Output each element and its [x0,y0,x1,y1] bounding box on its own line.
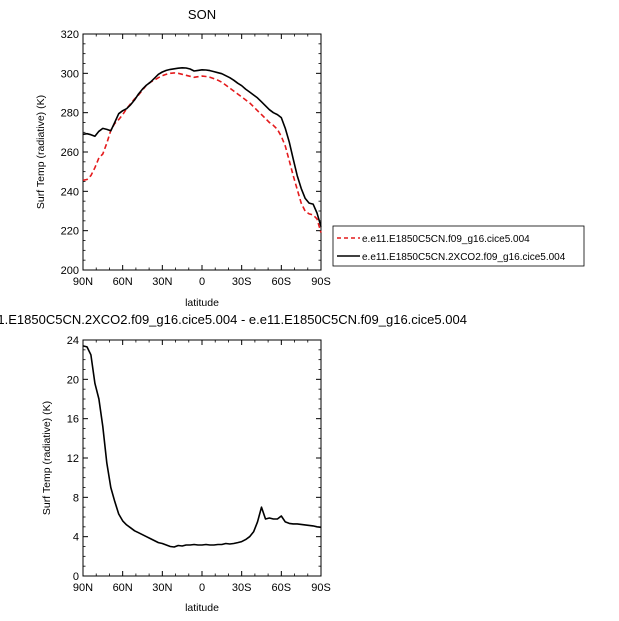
top-y-tick-label: 300 [61,68,79,80]
top-y-tick-label: 240 [61,186,79,198]
bottom-x-tick-label: 90N [73,582,93,594]
bottom-y-axis-label: Surf Temp (radiative) (K) [41,401,53,515]
legend: e.e11.E1850C5CN.f09_g16.cice5.004 e.e11.… [332,225,585,267]
bottom-series-lines [82,345,322,548]
top-y-tick-label: 220 [61,226,79,238]
top-y-axis-label: Surf Temp (radiative) (K) [35,95,47,209]
bottom-y-tick-label: 24 [67,335,79,347]
top-x-tick-label: 60N [113,276,133,288]
bottom-panel: e.e11.E1850C5CN.2XCO2.f09_g16.cice5.004 … [0,312,467,614]
bottom-x-axis-label: latitude [185,602,219,614]
legend-entry-2xco2: e.e11.E1850C5CN.2XCO2.f09_g16.cice5.004 [362,252,566,263]
top-y-tick-labels: 200 220 240 260 280 300 320 [61,29,79,277]
bottom-chart-title: e.e11.E1850C5CN.2XCO2.f09_g16.cice5.004 … [0,312,467,327]
bottom-y-tick-labels: 0 4 8 12 16 20 24 [67,335,79,583]
bottom-x-tick-labels: 90N 60N 30N 0 30S 60S 90S [73,582,331,594]
bottom-y-tick-label: 16 [67,414,79,426]
bottom-x-tick-label: 60S [272,582,292,594]
bottom-x-tick-label: 60N [113,582,133,594]
top-x-tick-labels: 90N 60N 30N 0 30S 60S 90S [73,276,331,288]
bottom-plot-frame [82,339,322,577]
legend-entry-control: e.e11.E1850C5CN.f09_g16.cice5.004 [362,234,530,245]
top-x-tick-label: 60S [272,276,292,288]
bottom-x-tick-label: 90S [311,582,331,594]
top-chart-title: SON [188,7,216,22]
top-y-tick-label: 280 [61,108,79,120]
bottom-tick-marks [82,339,322,577]
bottom-y-tick-label: 20 [67,374,79,386]
top-y-tick-label: 260 [61,147,79,159]
top-series-line-1 [82,67,322,227]
bottom-y-tick-label: 4 [73,532,79,544]
top-x-tick-label: 30N [152,276,172,288]
bottom-series-line-0 [82,345,322,548]
top-x-axis-label: latitude [185,297,219,309]
bottom-y-tick-label: 12 [67,453,79,465]
legend-box [332,225,585,267]
top-series-line-0 [82,72,322,233]
top-x-tick-label: 0 [199,276,205,288]
bottom-y-tick-label: 0 [73,571,79,583]
top-x-tick-label: 30S [232,276,252,288]
bottom-y-tick-label: 8 [73,492,79,504]
bottom-x-tick-label: 30N [152,582,172,594]
top-x-tick-label: 90S [311,276,331,288]
bottom-x-tick-label: 30S [232,582,252,594]
top-y-tick-label: 320 [61,29,79,41]
top-panel: SON 200 220 240 260 280 300 320 90N 60N 30N 0 30S 6… [35,7,331,309]
bottom-x-tick-label: 0 [199,582,205,594]
top-x-tick-label: 90N [73,276,93,288]
top-y-tick-label: 200 [61,265,79,277]
top-series-lines [82,67,322,233]
